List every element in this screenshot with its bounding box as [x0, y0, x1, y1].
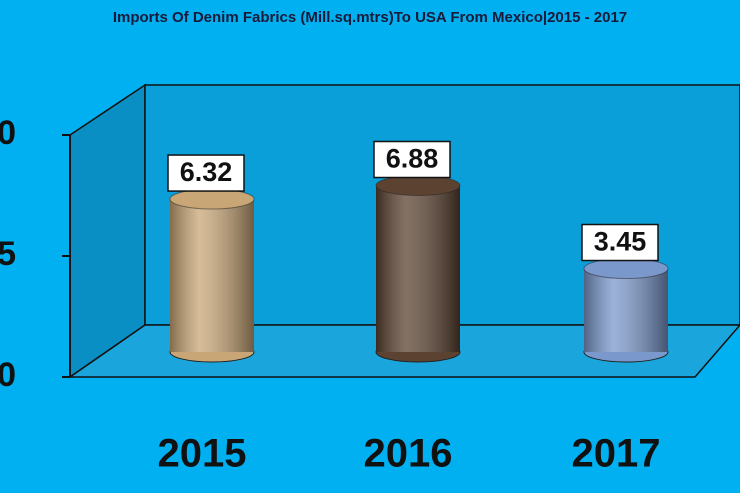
cylinder-top: [375, 175, 461, 197]
cylinder: [375, 175, 461, 363]
cylinder: [583, 258, 669, 363]
chart-title: Imports Of Denim Fabrics (Mill.sq.mtrs)T…: [113, 9, 627, 26]
x-tick-label: 2017: [572, 432, 661, 476]
cylinder-shade: [584, 268, 668, 352]
x-tick-label: 2016: [364, 432, 453, 476]
y-tick-label: 5: [0, 235, 16, 273]
value-label: 3.45: [594, 227, 647, 257]
cylinder-top: [169, 188, 255, 210]
cylinder-shade: [170, 199, 254, 352]
cylinder-top: [583, 258, 669, 280]
y-tick-label: 0: [0, 356, 16, 394]
value-label-box: [373, 140, 451, 179]
value-label: 6.32: [180, 157, 233, 187]
y-tick-label: 10: [0, 114, 16, 152]
value-label-box: [167, 154, 245, 192]
cylinder-shade: [376, 185, 460, 352]
cylinder: [169, 188, 255, 363]
x-tick-label: 2015: [158, 432, 247, 476]
value-label: 6.88: [386, 144, 439, 174]
value-label-box: [581, 223, 659, 262]
